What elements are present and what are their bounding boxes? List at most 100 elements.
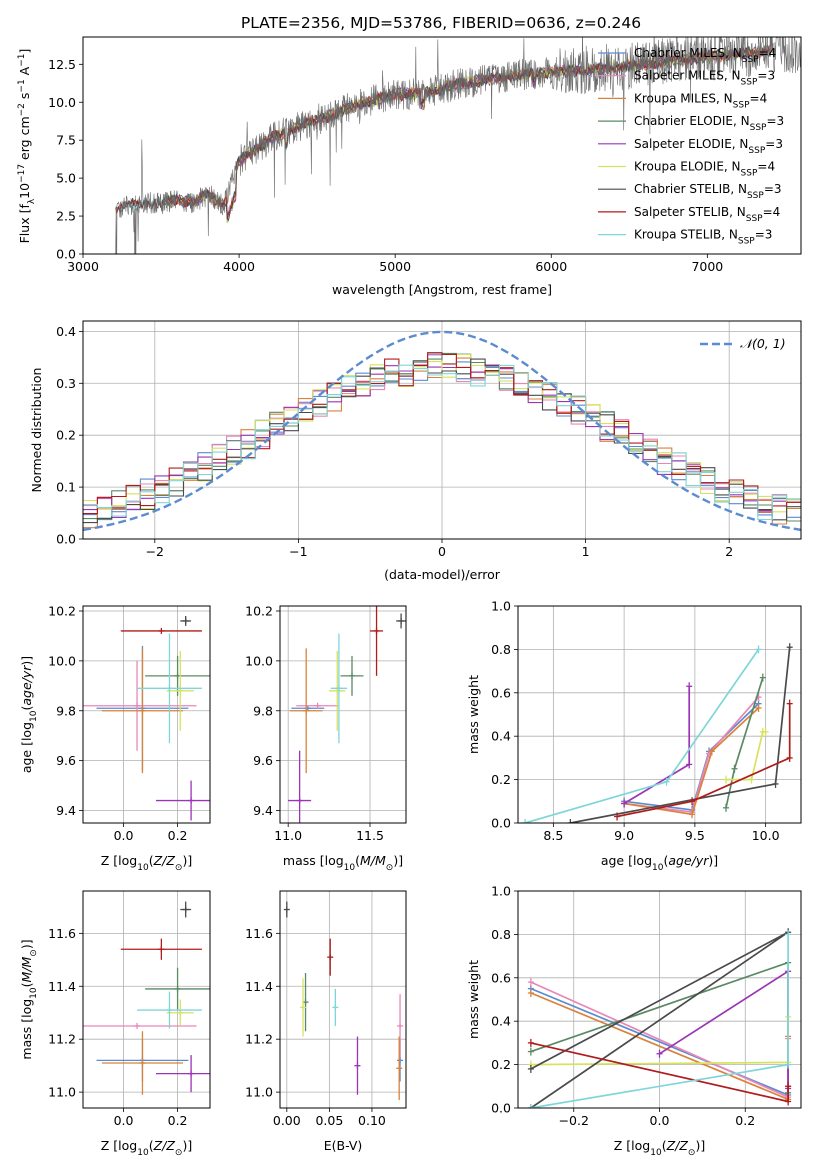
x-tick-label: 4000 [223, 259, 255, 274]
axes-frame [82, 36, 802, 255]
y-tick-label: 0.2 [491, 1057, 511, 1072]
weight-line [725, 677, 764, 808]
x-tick-label: 9.5 [685, 828, 705, 843]
y-tick-label: 11.0 [48, 1085, 76, 1100]
data-point [332, 988, 339, 1026]
plot-area [527, 928, 792, 1108]
x-axis-label: age [log10(age/yr)] [601, 853, 718, 873]
data-point [354, 1036, 361, 1095]
data-point [120, 938, 202, 960]
y-tick-label: 0.8 [491, 642, 511, 657]
axes-frame [82, 890, 211, 1109]
axes-frame [82, 320, 802, 540]
plot-area [114, 37, 801, 254]
weight-series [723, 727, 769, 784]
x-tick-label: 0.0 [650, 1113, 670, 1128]
legend: Chabrier MILES, NSSP=4 Salpeter MILES, NS… [598, 46, 784, 247]
data-point [155, 780, 210, 821]
data-point [329, 650, 346, 731]
axes-frame [279, 605, 407, 824]
data-point [120, 627, 202, 634]
legend-label: Salpeter STELIB, NSSP=4 [634, 205, 780, 224]
data-point [137, 991, 202, 1029]
y-tick-label: 11.4 [245, 979, 273, 994]
figure-title: PLATE=2356, MJD=53786, FIBERID=0636, z=0… [241, 14, 641, 32]
residual-histogram [83, 364, 801, 521]
y-axis-label: Flux [fλ10−17 erg cm−2 s−1 A−1] [17, 49, 37, 244]
legend-label: Kroupa ELODIE, NSSP=4 [634, 160, 775, 179]
residual-histogram [83, 358, 801, 524]
x-axis-label: mass [log10(M/M⊙)] [283, 853, 403, 873]
x-tick-label: 0.0 [114, 828, 134, 843]
plot-area [283, 901, 404, 1101]
y-tick-label: 9.4 [56, 803, 76, 818]
y-tick-label: 9.8 [56, 703, 76, 718]
axes-frame [517, 890, 802, 1109]
x-tick-label: 9.0 [614, 828, 634, 843]
weight-line [623, 686, 691, 805]
y-tick-label: 11.4 [48, 979, 76, 994]
y-tick-label: 0.4 [491, 729, 511, 744]
data-point [330, 633, 348, 744]
x-tick-label: 11.5 [356, 828, 384, 843]
y-tick-label: 0.2 [491, 772, 511, 787]
panel-age_vs_mass: 11.0 11.5 9.4 9.6 9.8 10.0 10.2 mass [log10(M/M… [245, 603, 407, 873]
x-tick-label: 0.2 [735, 1113, 755, 1128]
y-tick-label: 11.0 [245, 1085, 273, 1100]
y-tick-label: 7.5 [56, 133, 76, 148]
data-point [180, 615, 192, 626]
y-tick-label: 0.4 [491, 1014, 511, 1029]
y-tick-label: 0.1 [56, 480, 76, 495]
weight-series [614, 699, 793, 821]
panel-weight_vs_Z: −0.2 0.0 0.2 0.0 0.2 0.4 0.6 0.8 1.0 Z [log10(Z/Z… [466, 884, 802, 1158]
y-tick-label: 10.0 [48, 653, 76, 668]
y-tick-label: 11.6 [48, 926, 76, 941]
plot-area [83, 901, 210, 1095]
data-point [101, 648, 183, 774]
x-axis-label: Z [log10(Z/Z⊙)] [101, 853, 192, 873]
y-tick-label: 9.8 [253, 703, 273, 718]
y-tick-label: 9.6 [253, 753, 273, 768]
y-tick-label: 0.4 [56, 324, 76, 339]
y-axis-label: mass [log10(M/M⊙)] [19, 939, 39, 1059]
weight-line [570, 647, 791, 823]
data-point [155, 1055, 210, 1093]
weight-line [616, 703, 791, 818]
x-tick-label: 8.5 [543, 828, 563, 843]
x-tick-label: 0.0 [114, 1113, 134, 1128]
y-tick-label: 1.0 [491, 884, 511, 899]
plot-area [522, 643, 793, 823]
data-point [299, 978, 306, 1037]
panel-mass_vs_ebv: 0.00 0.05 0.10 11.0 11.2 11.4 11.6 E(B-V) [245, 890, 407, 1153]
legend-label: Kroupa MILES, NSSP=4 [634, 91, 767, 110]
data-point [396, 1036, 403, 1101]
data-point [396, 613, 406, 629]
observed-spectrum [114, 37, 801, 254]
panel-spectrum: 3000 4000 5000 6000 7000 0.0 2.5 5.0 7.5 10.0 12.5… [17, 36, 802, 297]
data-point [288, 750, 312, 823]
data-point [180, 901, 192, 918]
data-point [289, 648, 323, 774]
weight-series [621, 682, 693, 808]
weight-series [567, 643, 793, 823]
x-tick-label: 3000 [67, 259, 99, 274]
weight-series [527, 930, 792, 1108]
y-tick-label: 0.3 [56, 376, 76, 391]
axes-frame [279, 890, 407, 1109]
y-tick-label: 9.4 [253, 803, 273, 818]
weight-line [726, 731, 766, 781]
x-axis-label: (data-model)/error [384, 567, 501, 582]
x-tick-label: 0.2 [168, 828, 188, 843]
normal-curve [83, 330, 801, 532]
y-tick-label: 0.0 [491, 1101, 511, 1116]
y-tick-label: 0.0 [491, 816, 511, 831]
plot-area [288, 606, 406, 823]
y-tick-label: 10.2 [245, 603, 273, 618]
data-point [137, 633, 202, 744]
data-point [166, 650, 194, 731]
weight-series [656, 967, 792, 1093]
plot-area [83, 330, 801, 532]
y-tick-label: 12.5 [48, 57, 76, 72]
legend-label: Chabrier MILES, NSSP=4 [634, 46, 776, 65]
